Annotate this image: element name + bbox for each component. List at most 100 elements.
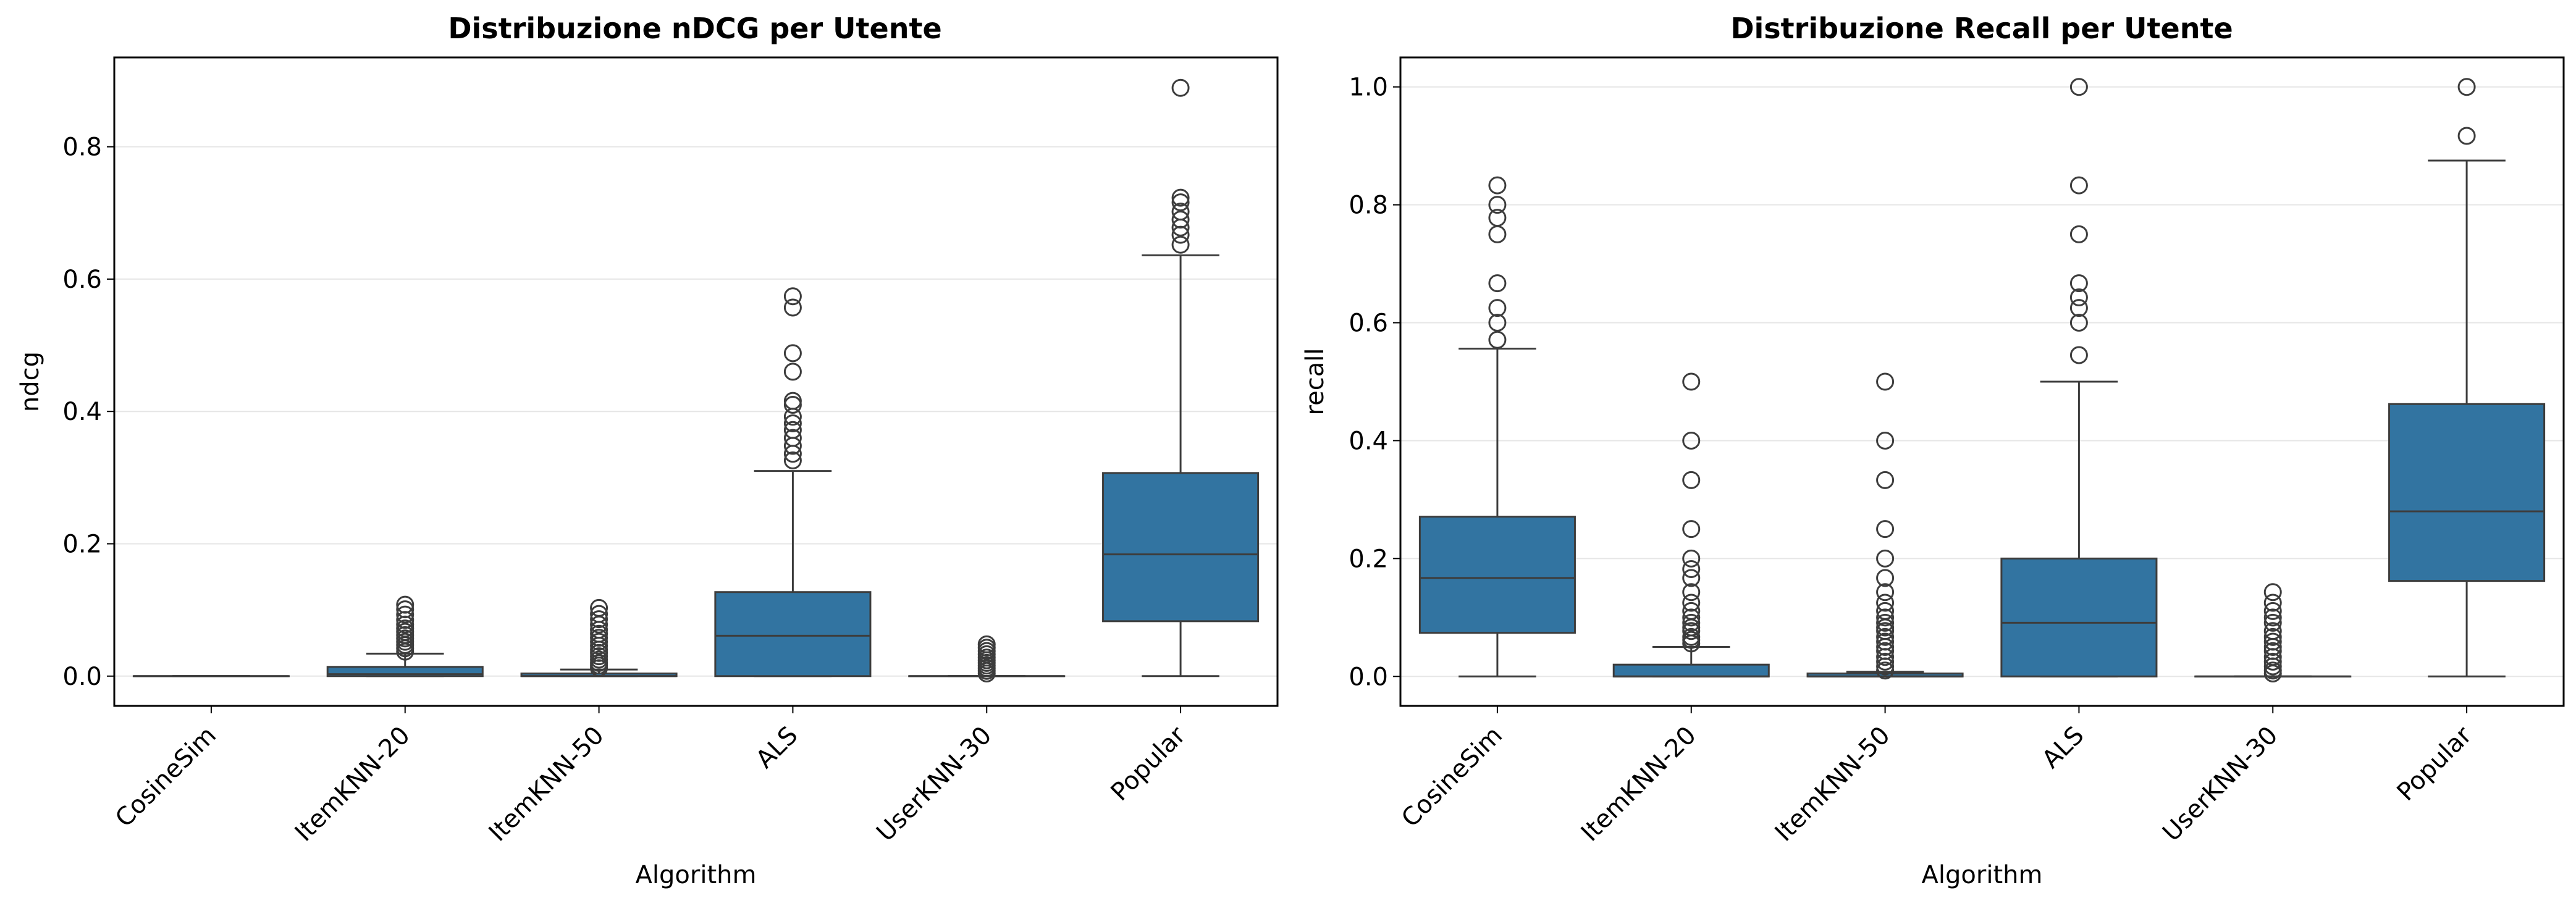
- y-tick-label: 1.0: [1349, 73, 1388, 102]
- outlier-point: [2263, 613, 2282, 632]
- outlier-point: [1876, 583, 1895, 602]
- outlier-point: [2263, 661, 2282, 680]
- x-tick-label: ALS: [2037, 721, 2090, 774]
- box-popular: [1102, 78, 1260, 677]
- outlier-point: [1876, 661, 1895, 680]
- plot-frame: [1399, 56, 2565, 707]
- outlier-point: [1488, 176, 1507, 195]
- outlier-point: [783, 363, 802, 381]
- outlier-point: [2263, 652, 2282, 671]
- x-tick-label: ItemKNN-20: [290, 721, 416, 847]
- x-tick-label: ItemKNN-50: [484, 721, 610, 847]
- outlier-point: [1876, 627, 1895, 646]
- outlier-point: [783, 451, 802, 469]
- x-tick-label: UserKNN-30: [871, 721, 997, 847]
- outlier-point: [2069, 274, 2088, 293]
- iqr-box: [1102, 472, 1260, 623]
- outlier-point: [1876, 594, 1895, 612]
- outlier-point: [1171, 188, 1190, 207]
- x-tick-label: ItemKNN-20: [1576, 721, 1702, 847]
- y-tick-label: 0.2: [62, 531, 102, 559]
- outlier-point: [2263, 622, 2282, 640]
- outlier-point: [783, 287, 802, 306]
- iqr-box: [2000, 557, 2158, 677]
- outlier-point: [1876, 471, 1895, 489]
- outlier-point: [1682, 594, 1701, 612]
- outlier-point: [1876, 520, 1895, 539]
- outlier-point: [1682, 602, 1701, 620]
- outlier-point: [2263, 632, 2282, 651]
- outlier-point: [1488, 314, 1507, 332]
- outlier-point: [1488, 196, 1507, 214]
- outlier-point: [590, 605, 608, 623]
- outlier-point: [2263, 602, 2282, 620]
- y-tick-label: 0.0: [62, 663, 102, 691]
- outlier-point: [1682, 549, 1701, 568]
- x-axis-label: Algorithm: [636, 861, 757, 889]
- iqr-box: [714, 591, 872, 677]
- outlier-point: [2069, 225, 2088, 243]
- outlier-point: [1876, 372, 1895, 391]
- y-axis-label: ndcg: [16, 351, 44, 412]
- x-tick-label: Popular: [2392, 721, 2478, 807]
- outlier-point: [2263, 583, 2282, 602]
- outlier-point: [783, 429, 802, 447]
- outlier-point: [1171, 203, 1190, 221]
- outlier-point: [1488, 225, 1507, 243]
- box-itemknn-20: [1612, 372, 1770, 677]
- ndcg-boxplot-panel: 0.0 0.2 0.4 0.6 0.8 CosineSim ItemKNN-20 ItemKN…: [16, 12, 1279, 889]
- outlier-point: [396, 595, 415, 614]
- outlier-point: [2263, 594, 2282, 612]
- y-tick-label: 0.6: [62, 266, 102, 294]
- outlier-point: [1682, 431, 1701, 450]
- outlier-point: [2069, 78, 2088, 96]
- outlier-point: [783, 414, 802, 432]
- outlier-point: [783, 298, 802, 317]
- y-axis-label: recall: [1301, 348, 1329, 416]
- outlier-point: [783, 392, 802, 410]
- outlier-point: [396, 605, 415, 624]
- y-tick-label: 0.4: [62, 398, 102, 426]
- outlier-point: [1488, 274, 1507, 293]
- y-tick-label: 0.4: [1349, 427, 1388, 455]
- outlier-point: [2263, 627, 2282, 646]
- box-itemknn-50: [1806, 372, 1964, 680]
- box-userknn-30: [908, 635, 1066, 682]
- y-tick-label: 0.8: [1349, 191, 1388, 220]
- outlier-point: [1876, 549, 1895, 568]
- chart-title: Distribuzione nDCG per Utente: [448, 12, 941, 45]
- outlier-point: [396, 619, 415, 638]
- outlier-point: [2069, 314, 2088, 332]
- iqr-box: [1612, 663, 1770, 677]
- outlier-point: [1682, 372, 1701, 391]
- recall-boxplot-panel: 0.0 0.2 0.4 0.6 0.8 1.0 CosineSim ItemKNN-20 Ite…: [1301, 12, 2565, 889]
- outlier-point: [2069, 299, 2088, 317]
- outlier-point: [1682, 608, 1701, 627]
- outlier-point: [1682, 471, 1701, 489]
- y-tick-label: 0.8: [62, 133, 102, 162]
- outlier-point: [783, 396, 802, 414]
- outlier-point: [1171, 211, 1190, 229]
- outlier-point: [783, 421, 802, 439]
- outlier-point: [590, 610, 608, 629]
- outlier-point: [1682, 520, 1701, 539]
- box-itemknn-20: [326, 595, 484, 677]
- outlier-point: [590, 598, 608, 617]
- outlier-point: [2457, 78, 2476, 96]
- box-userknn-30: [2194, 583, 2352, 682]
- outlier-point: [1171, 193, 1190, 212]
- outlier-point: [1876, 652, 1895, 671]
- iqr-box: [1418, 516, 1576, 634]
- outlier-point: [1876, 569, 1895, 587]
- box-als: [2000, 78, 2158, 677]
- outlier-point: [396, 600, 415, 619]
- outlier-point: [2069, 176, 2088, 195]
- outlier-point: [590, 632, 608, 651]
- x-tick-label: Popular: [1106, 721, 1192, 807]
- outlier-point: [1488, 209, 1507, 227]
- box-popular: [2388, 78, 2546, 677]
- x-tick-label: CosineSim: [1396, 721, 1508, 833]
- outlier-point: [1171, 78, 1190, 97]
- x-tick-label: CosineSim: [110, 721, 222, 833]
- outlier-point: [590, 624, 608, 643]
